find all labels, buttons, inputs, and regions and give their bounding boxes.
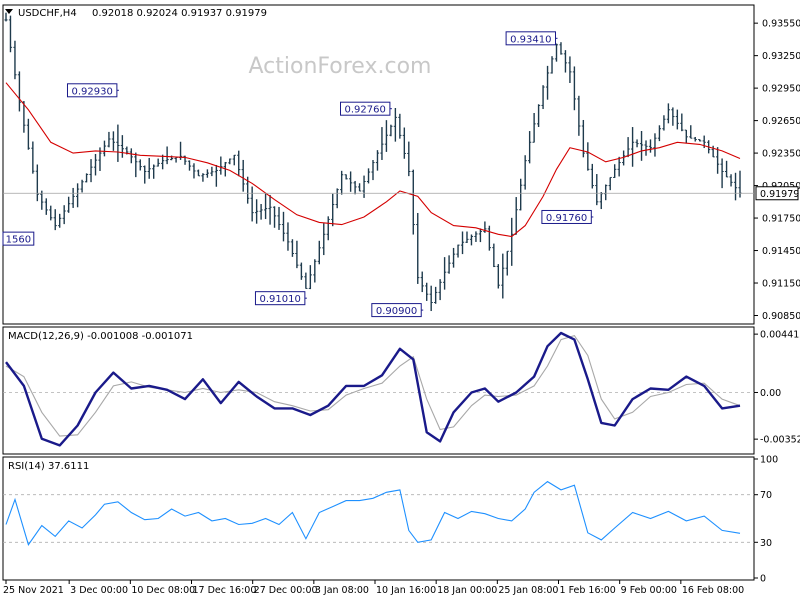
price-annotation: 0.93410 (505, 31, 558, 46)
annotation-box (2, 231, 35, 246)
rsi-title: RSI(14) 37.6111 (8, 461, 89, 472)
macd-panel-frame (2, 326, 755, 455)
macd-title: MACD(12,26,9) -0.001008 -0.001071 (8, 331, 193, 342)
price-panel-frame (2, 4, 755, 325)
price-annotations: 1560 0.92930 0.91010 0.92760 0.90900 0.93410 0… (2, 31, 594, 318)
time-tick-label: 3 Jan 08:00 (315, 585, 369, 596)
annotation-label: 1560 (6, 235, 31, 246)
annotation-label: 0.92930 (72, 86, 113, 97)
annotation-box (541, 209, 592, 224)
annotation-box (505, 31, 557, 46)
price-axis: 0.935500.932500.929500.926500.923500.920… (754, 19, 800, 322)
rsi-tick-label: 30 (760, 538, 772, 549)
rsi-series-line (5, 480, 741, 546)
price-tick-label: 0.92950 (762, 84, 800, 95)
time-tick-label: 18 Jan 00:00 (437, 585, 497, 596)
time-tick-label: 10 Dec 08:00 (131, 585, 195, 596)
rsi-levels (3, 494, 754, 543)
price-annotation: 0.92930 (66, 83, 119, 98)
annotation-label: 0.90900 (376, 306, 417, 317)
time-tick-label: 17 Dec 16:00 (193, 585, 257, 596)
price-annotation: 0.91010 (254, 291, 307, 306)
annotation-label: 0.93410 (510, 34, 551, 45)
macd-tick-label: 0.00 (760, 388, 781, 399)
macd-lines (5, 331, 741, 447)
price-tick-label: 0.92650 (762, 116, 800, 127)
time-tick-label: 25 Nov 2021 (3, 585, 64, 596)
rsi-panel: 100 70 30 0 RSI(14) 37.6111 (2, 455, 778, 585)
price-panel: ActionForex.com 1560 0.92930 0.91010 0.9276… (2, 4, 800, 325)
macd-panel: 0.004412 0.00 -0.003528 MACD(12,26,9) -0.0… (2, 326, 800, 455)
macd-axis: 0.004412 0.00 -0.003528 (754, 330, 800, 446)
time-tick-label: 25 Jan 08:00 (498, 585, 558, 596)
chart-symbol: USDCHF,H4 (18, 8, 77, 19)
price-tick-label: 0.90850 (762, 311, 800, 322)
time-tick-label: 10 Jan 16:00 (376, 585, 436, 596)
price-tick-label: 0.91450 (762, 246, 800, 257)
chart-ohlc: 0.92018 0.92024 0.91937 0.91979 (92, 8, 267, 19)
time-tick-label: 9 Feb 00:00 (621, 585, 677, 596)
time-tick-label: 27 Dec 00:00 (254, 585, 318, 596)
price-annotation: 1560 (2, 231, 35, 246)
rsi-line (5, 480, 741, 546)
annotation-box (254, 291, 306, 306)
price-annotation: 0.92760 (340, 101, 392, 116)
price-annotation: 0.91760 (541, 209, 594, 224)
rsi-tick-label: 70 (760, 490, 772, 501)
rsi-panel-frame (2, 456, 755, 581)
current-price-label: 0.91979 (760, 189, 799, 200)
macd-main-line (5, 331, 741, 447)
moving-average-line (5, 82, 741, 238)
time-tick-label: 3 Dec 00:00 (70, 585, 128, 596)
price-annotation: 0.90900 (371, 303, 424, 318)
price-tick-label: 0.91150 (762, 279, 800, 290)
price-tick-label: 0.93550 (762, 19, 800, 30)
time-tick-label: 16 Feb 08:00 (682, 585, 744, 596)
price-tick-label: 0.92350 (762, 149, 800, 160)
annotation-box (340, 101, 391, 116)
price-tick-label: 0.91750 (762, 214, 800, 225)
price-tick-label: 0.93250 (762, 51, 800, 62)
annotation-box (371, 303, 422, 318)
annotation-label: 0.92760 (345, 105, 386, 116)
rsi-tick-label: 100 (760, 455, 778, 466)
annotation-label: 0.91010 (259, 294, 300, 305)
current-price-tag (755, 186, 799, 201)
rsi-axis: 100 70 30 0 (754, 455, 778, 585)
dropdown-triangle-icon[interactable] (5, 9, 13, 14)
watermark: ActionForex.com (249, 54, 432, 79)
time-tick-label: 1 Feb 16:00 (560, 585, 616, 596)
rsi-tick-label: 0 (760, 574, 766, 585)
moving-average (5, 82, 741, 238)
macd-tick-label: 0.004412 (760, 330, 800, 341)
annotation-label: 0.91760 (546, 213, 587, 224)
annotation-box (66, 83, 118, 98)
macd-tick-label: -0.003528 (760, 435, 800, 446)
macd-signal-line (5, 334, 741, 437)
